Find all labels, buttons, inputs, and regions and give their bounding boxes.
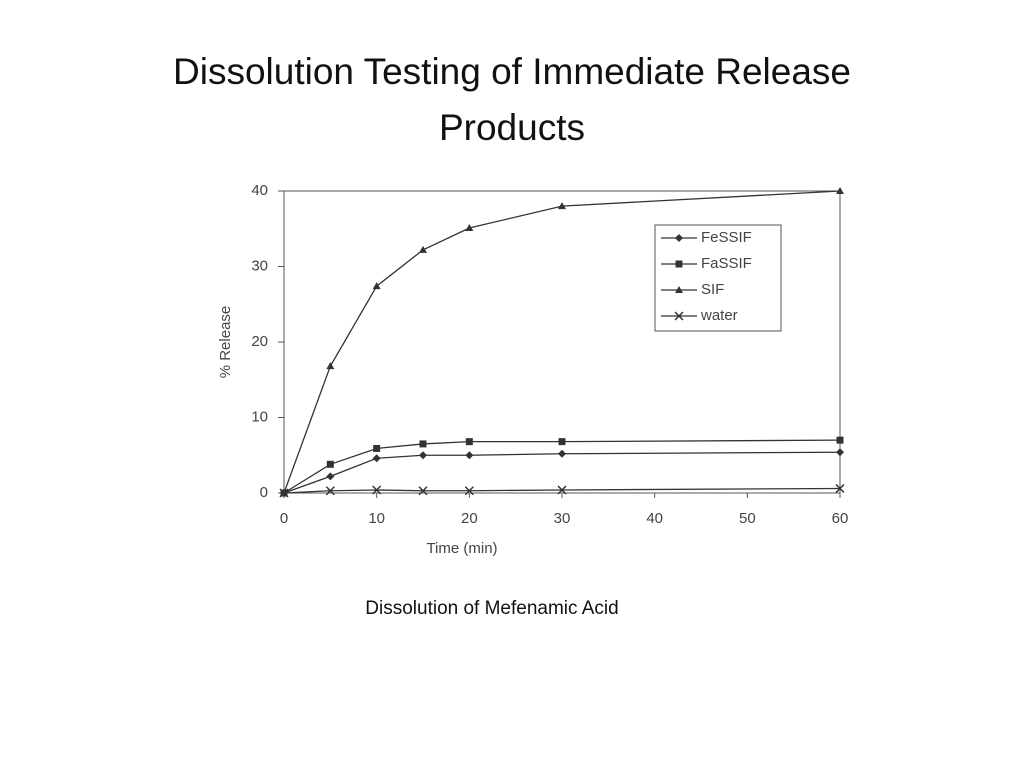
legend-label: FaSSIF xyxy=(701,255,752,272)
y-tick-label: 40 xyxy=(251,182,268,199)
marker xyxy=(373,444,381,452)
x-tick-label: 0 xyxy=(280,510,288,527)
series-line xyxy=(283,451,841,494)
marker xyxy=(835,483,845,494)
marker xyxy=(558,449,566,458)
x-tick-label: 40 xyxy=(646,510,663,527)
marker xyxy=(557,485,567,495)
marker xyxy=(836,187,844,194)
series-line xyxy=(283,439,841,494)
legend-label: water xyxy=(700,307,738,324)
y-tick-label: 30 xyxy=(251,257,268,274)
marker xyxy=(836,436,844,444)
y-tick-label: 20 xyxy=(251,333,268,350)
x-tick-label: 30 xyxy=(554,510,571,527)
x-tick-label: 60 xyxy=(832,510,849,527)
marker xyxy=(372,485,382,495)
chart-caption: Dissolution of Mefenamic Acid xyxy=(365,598,619,619)
legend-marker xyxy=(675,286,683,293)
x-tick-label: 20 xyxy=(461,510,478,527)
marker xyxy=(419,245,427,253)
marker xyxy=(418,486,428,496)
marker xyxy=(419,440,427,448)
marker xyxy=(464,486,474,496)
legend-label: SIF xyxy=(701,281,724,298)
marker xyxy=(326,362,335,370)
marker xyxy=(279,488,289,498)
legend-marker xyxy=(675,234,683,242)
marker xyxy=(326,472,335,481)
x-axis-label: Time (min) xyxy=(426,540,497,557)
marker xyxy=(465,223,474,231)
marker xyxy=(465,451,474,460)
marker xyxy=(836,448,844,457)
legend-label: FeSSIF xyxy=(701,229,752,246)
legend-marker xyxy=(674,311,684,321)
legend-marker xyxy=(675,260,683,268)
x-tick-label: 10 xyxy=(368,510,385,527)
marker xyxy=(372,454,381,463)
marker xyxy=(372,282,381,290)
marker xyxy=(465,438,473,446)
slide-title: Dissolution Testing of Immediate Release… xyxy=(173,51,851,148)
marker xyxy=(558,438,566,446)
y-tick-label: 0 xyxy=(260,484,268,501)
y-tick-label: 10 xyxy=(251,408,268,425)
marker xyxy=(326,460,334,468)
marker xyxy=(419,451,427,460)
marker xyxy=(325,486,335,496)
y-axis-label: % Release xyxy=(217,306,234,379)
x-tick-label: 50 xyxy=(739,510,756,527)
marker xyxy=(558,202,566,210)
